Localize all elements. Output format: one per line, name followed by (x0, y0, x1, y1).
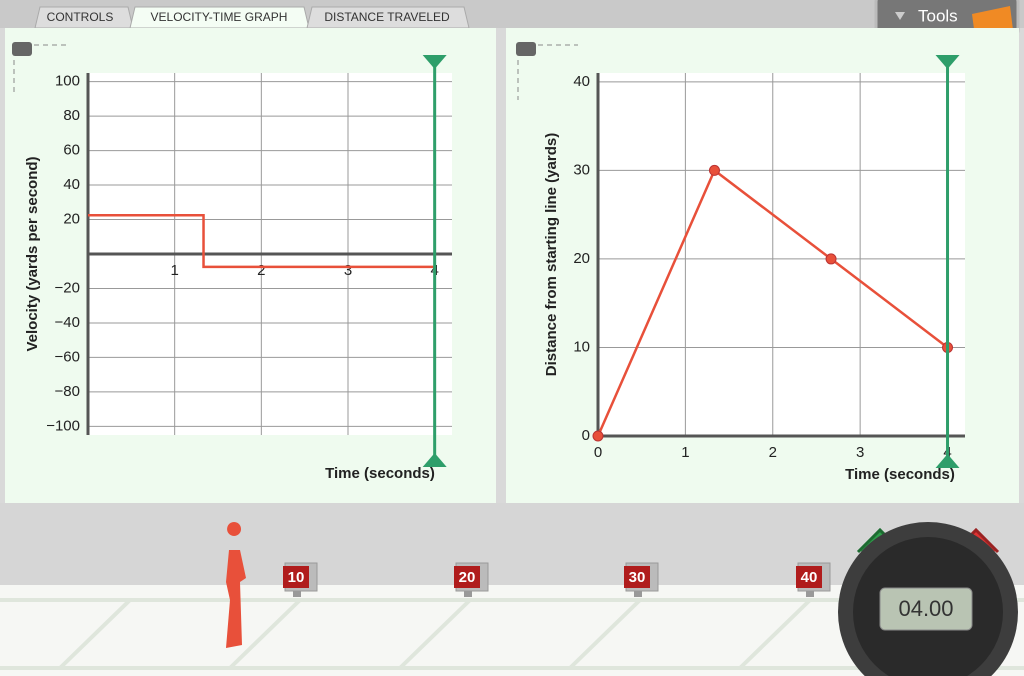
y-tick-label: −100 (46, 417, 80, 434)
camera-icon (516, 42, 578, 100)
stopwatch-time: 04.00 (898, 596, 953, 621)
x-tick-label: 2 (769, 444, 777, 461)
x-tick-label: 1 (681, 444, 689, 461)
tools-label: Tools (918, 6, 958, 25)
runner (226, 522, 246, 648)
data-line (596, 168, 949, 437)
x-tick-label: 3 (856, 444, 864, 461)
y-tick-label: 40 (63, 176, 80, 193)
data-point (825, 253, 837, 265)
y-tick-label: 20 (573, 250, 590, 267)
tab-label: VELOCITY-TIME GRAPH (151, 10, 288, 24)
tools-arrow (895, 12, 905, 20)
tab-label: CONTROLS (47, 10, 114, 24)
y-tick-label: 40 (573, 73, 590, 90)
x-tick-label: 3 (344, 262, 352, 279)
stopwatch: 04.00 (838, 522, 1018, 676)
y-tick-label: 60 (63, 142, 80, 159)
marker-label: 40 (801, 569, 818, 586)
data-point (592, 430, 604, 442)
cursor-handle (935, 55, 960, 69)
plot-area (598, 73, 965, 436)
cursor-handle (935, 454, 960, 468)
marker-label: 10 (288, 569, 305, 586)
y-tick-label: −60 (55, 348, 80, 365)
x-axis-title: Time (seconds) (845, 466, 955, 483)
x-tick-label: 2 (257, 262, 265, 279)
data-point (708, 164, 720, 176)
camera-icon (12, 42, 70, 92)
y-tick-label: 0 (582, 427, 590, 444)
x-tick-label: 0 (594, 444, 602, 461)
cursor-handle (422, 55, 447, 69)
x-axis-title: Time (seconds) (325, 465, 435, 482)
marker-label: 20 (459, 569, 476, 586)
x-tick-label: 1 (170, 262, 178, 279)
y-tick-label: −20 (55, 279, 80, 296)
cursor-handle (422, 453, 447, 467)
marker-label: 30 (629, 569, 646, 586)
marker (796, 566, 822, 588)
marker (624, 566, 650, 588)
tab-label: DISTANCE TRAVELED (324, 10, 450, 24)
y-tick-label: 20 (63, 210, 80, 227)
y-tick-label: −80 (55, 383, 80, 400)
y-tick-label: 10 (573, 338, 590, 355)
y-axis-title: Distance from starting line (yards) (543, 133, 560, 376)
y-tick-label: 80 (63, 107, 80, 124)
y-tick-label: 100 (55, 73, 80, 90)
y-tick-label: 30 (573, 161, 590, 178)
marker (283, 566, 309, 588)
marker (454, 566, 480, 588)
y-tick-label: −40 (55, 314, 80, 331)
data-line (88, 213, 435, 269)
y-axis-title: Velocity (yards per second) (24, 156, 41, 351)
